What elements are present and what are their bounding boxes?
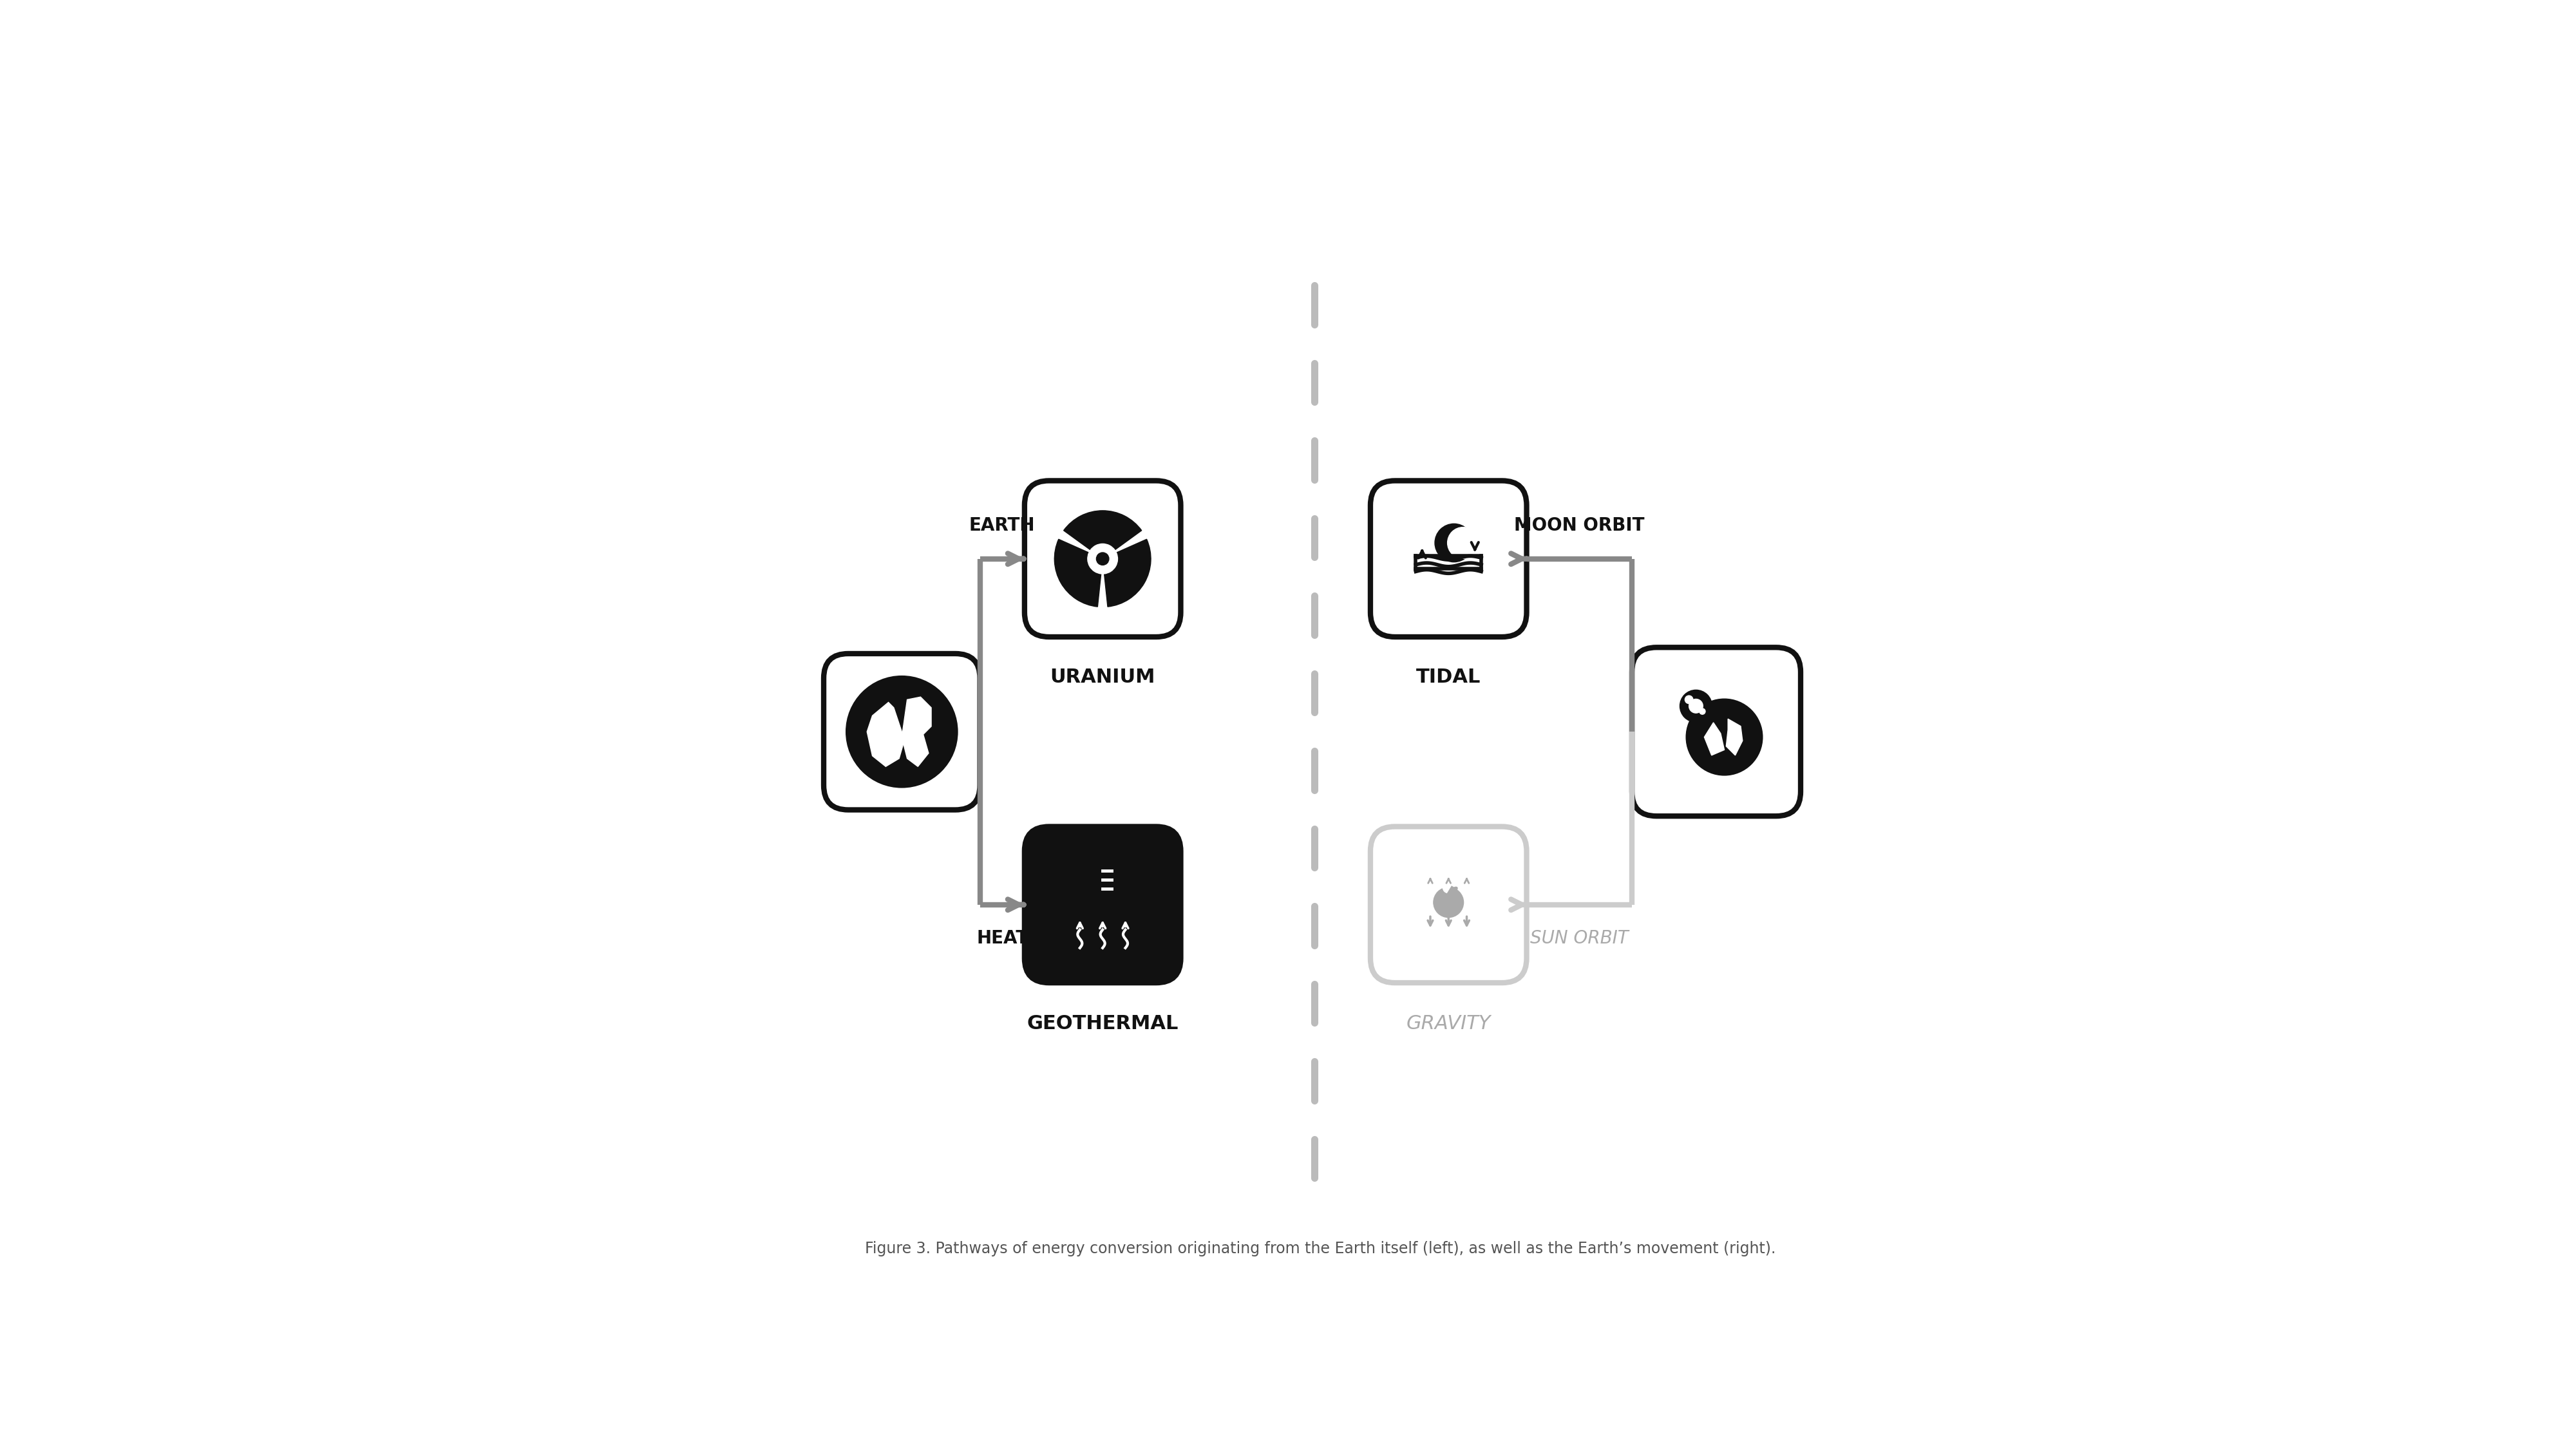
Circle shape (1435, 523, 1473, 562)
FancyBboxPatch shape (1633, 648, 1801, 816)
Circle shape (1687, 701, 1762, 774)
Circle shape (1092, 893, 1113, 913)
Circle shape (1685, 696, 1692, 704)
Polygon shape (1726, 719, 1741, 755)
Polygon shape (1705, 723, 1723, 755)
Text: GRAVITY: GRAVITY (1406, 1014, 1492, 1033)
Circle shape (1700, 709, 1705, 714)
Wedge shape (1105, 539, 1151, 607)
FancyBboxPatch shape (1025, 481, 1180, 638)
FancyBboxPatch shape (1370, 481, 1528, 638)
Text: Figure 3. Pathways of energy conversion originating from the Earth itself (left): Figure 3. Pathways of energy conversion … (866, 1240, 1775, 1256)
FancyBboxPatch shape (1100, 859, 1105, 907)
Text: MOON ORBIT: MOON ORBIT (1515, 516, 1643, 535)
Circle shape (1443, 881, 1455, 893)
Circle shape (1448, 527, 1479, 558)
Wedge shape (1054, 539, 1100, 607)
Circle shape (1097, 552, 1108, 565)
FancyBboxPatch shape (824, 653, 979, 810)
Circle shape (1680, 690, 1713, 722)
Polygon shape (868, 703, 904, 767)
Text: HEAT: HEAT (976, 929, 1028, 948)
FancyBboxPatch shape (1064, 907, 1141, 952)
Text: TIDAL: TIDAL (1417, 668, 1481, 687)
Text: GEOTHERMAL: GEOTHERMAL (1028, 1014, 1177, 1033)
Text: EARTH: EARTH (969, 516, 1036, 535)
FancyBboxPatch shape (1025, 826, 1180, 982)
Circle shape (848, 678, 956, 785)
Text: SUN ORBIT: SUN ORBIT (1530, 929, 1628, 948)
Wedge shape (1064, 510, 1141, 549)
FancyBboxPatch shape (1370, 826, 1528, 982)
Circle shape (1432, 887, 1463, 917)
Polygon shape (902, 697, 933, 767)
Circle shape (1690, 698, 1703, 713)
Text: URANIUM: URANIUM (1051, 668, 1154, 687)
Ellipse shape (1450, 887, 1458, 893)
